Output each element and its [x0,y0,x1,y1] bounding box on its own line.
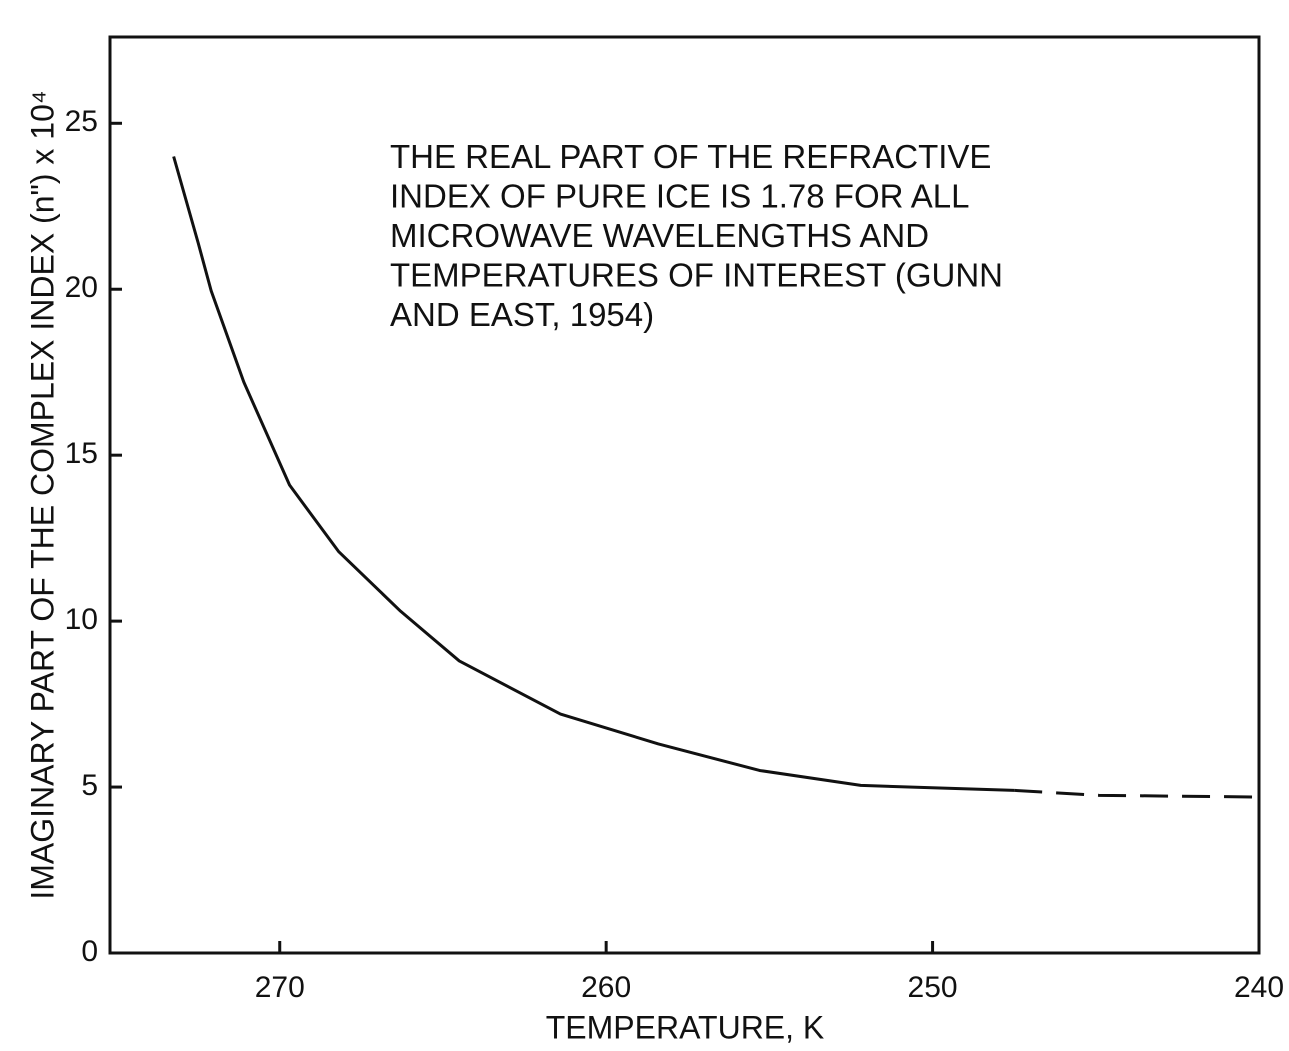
x-tick-label: 250 [908,971,958,1004]
x-tick-label: 260 [581,971,631,1004]
y-axis-label: IMAGINARY PART OF THE COMPLEX INDEX (n")… [24,90,60,899]
plot-frame [108,35,1261,955]
y-tick-label: 0 [81,935,98,968]
y-tick-label: 20 [65,271,98,304]
annotation: MICROWAVE WAVELENGTHS AND [390,217,929,254]
y-tick-label: 25 [65,105,98,138]
data-line [1014,788,1260,799]
annotation: AND EAST, 1954) [390,296,654,333]
y-tick-label: 5 [81,769,98,802]
x-tick-label: 240 [1234,971,1284,1004]
y-tick-label: 15 [65,437,98,470]
data-line [172,156,1015,792]
x-tick-label: 270 [255,971,305,1004]
annotation: TEMPERATURES OF INTEREST (GUNN [390,257,1003,294]
y-tick-label: 10 [65,603,98,636]
x-axis-label: TEMPERATURE, K [546,1009,825,1045]
annotation: INDEX OF PURE ICE IS 1.78 FOR ALL [390,178,970,215]
annotation: THE REAL PART OF THE REFRACTIVE [390,138,991,175]
